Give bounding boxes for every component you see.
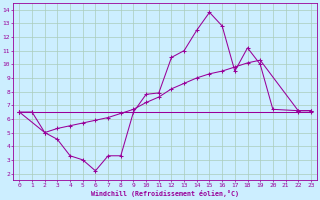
X-axis label: Windchill (Refroidissement éolien,°C): Windchill (Refroidissement éolien,°C) <box>91 190 239 197</box>
